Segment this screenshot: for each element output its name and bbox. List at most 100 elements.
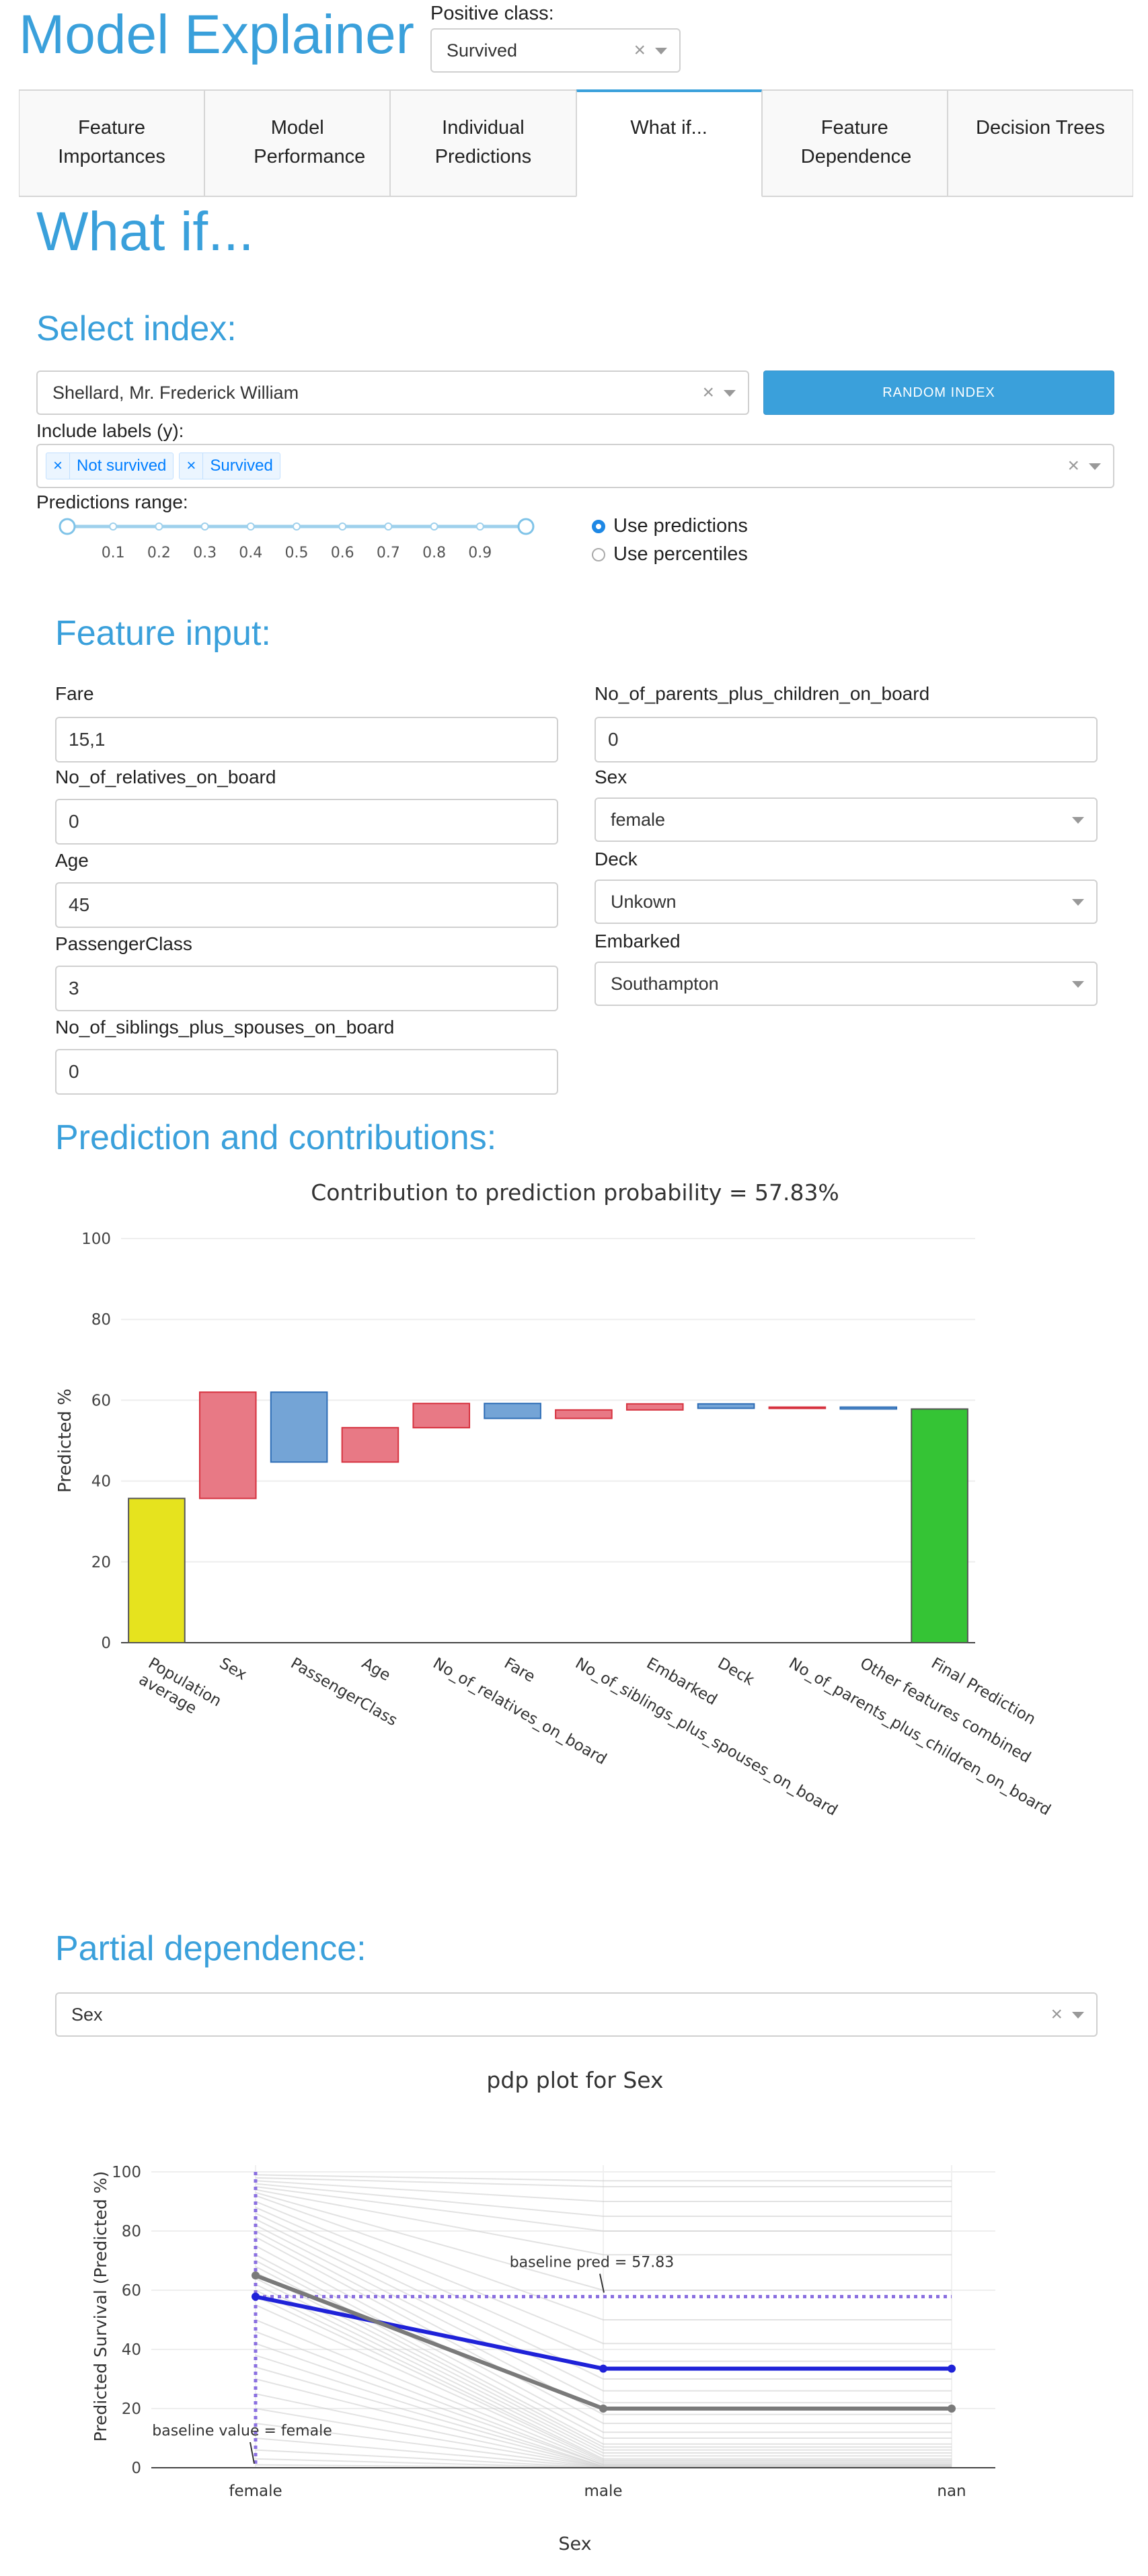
positive-class-select[interactable]: Survived × (430, 28, 681, 73)
tab-feature-importances[interactable]: Feature Importances (19, 89, 205, 197)
slider-dot (430, 522, 438, 531)
tab-feature-dependence[interactable]: Feature Dependence (761, 89, 948, 197)
bar-no_of_relatives_on_board (412, 1403, 471, 1429)
tab-what-if[interactable]: What if... (576, 89, 762, 197)
ice-line (255, 2180, 952, 2202)
ice-line (255, 2195, 952, 2320)
slider-tick-label: 0.3 (193, 545, 217, 561)
radio-use-predictions[interactable]: Use predictions (592, 515, 748, 537)
chevron-down-icon[interactable] (1072, 899, 1084, 906)
y-tick-label: 40 (91, 1473, 111, 1491)
sex-value: female (611, 809, 666, 830)
x-tick-label: male (584, 2483, 622, 2500)
ice-line (255, 2271, 952, 2451)
slider-dot (155, 522, 163, 531)
x-tick-label: Deck (715, 1655, 758, 1690)
predictions-range-slider[interactable]: 0.1 0.2 0.3 0.4 0.5 0.6 0.7 0.8 0.9 (54, 514, 551, 561)
ice-line (255, 2212, 952, 2380)
ice-line (255, 2230, 952, 2415)
series-point-index (252, 2292, 260, 2301)
clear-icon[interactable]: × (634, 39, 646, 61)
contributions-heading: Prediction and contributions: (55, 1118, 497, 1157)
ice-line (255, 2304, 952, 2463)
slider-tick-label: 0.2 (147, 545, 171, 561)
chevron-down-icon[interactable] (1089, 463, 1101, 470)
ice-line (255, 2343, 952, 2466)
pdp-chart: pdp plot for Sex 0 20 40 60 80 100 baseline pre… (91, 2067, 995, 2554)
series-point-index (948, 2364, 956, 2373)
predictions-range-label: Predictions range: (36, 492, 188, 512)
x-tick-label: No_of_siblings_plus_spouses_on_board (572, 1655, 841, 1820)
remove-icon[interactable]: × (46, 453, 71, 479)
radio-use-percentiles[interactable]: Use percentiles (592, 543, 748, 565)
parents-input[interactable]: 0 (595, 717, 1098, 763)
labels-multiselect[interactable]: × Not survived × Survived × (36, 444, 1114, 488)
ice-line (255, 2174, 952, 2182)
ice-line (255, 2254, 952, 2439)
x-tick-label: female (229, 2483, 282, 2500)
ice-line (255, 2319, 952, 2464)
slider-dot (109, 522, 118, 531)
radio-unselected-icon[interactable] (592, 547, 605, 561)
age-label: Age (55, 850, 89, 871)
fare-input[interactable]: 15,1 (55, 717, 558, 763)
slider-dot (475, 522, 484, 531)
clear-icon[interactable]: × (702, 381, 714, 403)
annotation-arrow (599, 2273, 605, 2293)
pclass-input[interactable]: 3 (55, 966, 558, 1011)
x-tick-label: nan (937, 2483, 966, 2500)
label-chip-survived[interactable]: × Survived (179, 453, 280, 479)
ice-line (255, 2177, 952, 2187)
clear-icon[interactable]: × (1067, 455, 1079, 477)
index-select[interactable]: Shellard, Mr. Frederick William × (36, 370, 749, 415)
y-tick-label: 20 (91, 1554, 111, 1571)
include-labels-label: Include labels (y): (36, 420, 184, 441)
x-axis-label: Sex (558, 2534, 591, 2554)
ice-line (255, 2183, 952, 2217)
chevron-down-icon[interactable] (724, 390, 736, 397)
x-tick-label: Fare (501, 1655, 538, 1686)
age-input[interactable]: 45 (55, 882, 558, 928)
ice-line (255, 2189, 952, 2256)
clear-icon[interactable]: × (1050, 2003, 1063, 2025)
slider-handle-max[interactable] (517, 518, 535, 535)
slider-dot (293, 522, 301, 531)
remove-icon[interactable]: × (180, 453, 204, 479)
ice-line (255, 2277, 952, 2454)
ice-line (255, 2224, 952, 2404)
slider-tick-label: 0.5 (285, 545, 309, 561)
series-point-average (599, 2405, 607, 2413)
ice-line (255, 2206, 952, 2362)
series-point-index (599, 2364, 607, 2373)
deck-select[interactable]: Unkown (595, 880, 1098, 924)
pdp-feature-select[interactable]: Sex × (55, 1992, 1098, 2037)
siblings-input[interactable]: 0 (55, 1049, 558, 1095)
random-index-button[interactable]: RANDOM INDEX (763, 370, 1114, 415)
bar-final-prediction (911, 1408, 968, 1643)
tab-decision-trees[interactable]: Decision Trees (947, 89, 1134, 197)
relatives-label: No_of_relatives_on_board (55, 767, 276, 787)
y-tick-label: 80 (122, 2223, 141, 2240)
slider-tick-label: 0.9 (468, 545, 492, 561)
chart-title: pdp plot for Sex (486, 2067, 663, 2093)
embarked-value: Southampton (611, 973, 719, 994)
slider-tick-label: 0.8 (422, 545, 446, 561)
y-tick-label: 80 (91, 1311, 111, 1329)
slider-dot (246, 522, 255, 531)
radio-selected-icon[interactable] (592, 519, 605, 533)
chevron-down-icon[interactable] (1072, 981, 1084, 988)
sex-select[interactable]: female (595, 797, 1098, 842)
relatives-input[interactable]: 0 (55, 799, 558, 845)
ice-line (255, 2290, 952, 2460)
chevron-down-icon[interactable] (1072, 817, 1084, 824)
feature-input-heading: Feature input: (55, 614, 271, 653)
embarked-select[interactable]: Southampton (595, 962, 1098, 1006)
slider-handle-min[interactable] (59, 518, 76, 535)
chevron-down-icon[interactable] (655, 48, 667, 54)
tab-individual-predictions[interactable]: Individual Predictions (390, 89, 576, 197)
tab-model-performance[interactable]: Model Performance (204, 89, 391, 197)
label-chip-not-survived[interactable]: × Not survived (46, 453, 174, 479)
chevron-down-icon[interactable] (1072, 2012, 1084, 2019)
pclass-label: PassengerClass (55, 933, 192, 954)
bar-population-average (128, 1497, 186, 1643)
